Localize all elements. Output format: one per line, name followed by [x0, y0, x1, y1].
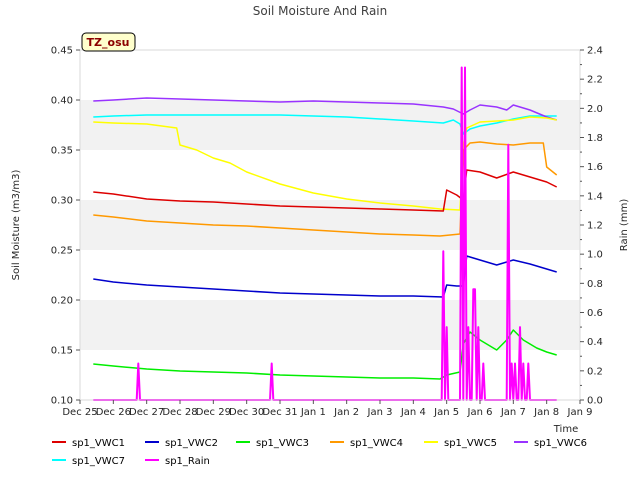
- series-layer: [93, 66, 558, 401]
- y2-tick-label: 0.6: [587, 308, 603, 319]
- legend-label: sp1_VWC3: [256, 438, 309, 449]
- legend-label: sp1_VWC5: [444, 438, 497, 449]
- y-tick-label: 0.10: [51, 396, 73, 407]
- x-tick-label: Jan 1: [300, 407, 326, 418]
- x-tick-label: Jan 2: [333, 407, 359, 418]
- x-tick-label: Jan 7: [500, 407, 526, 418]
- legend-item-sp1-vwc1: sp1_VWC1: [52, 438, 125, 449]
- legend-label: sp1_VWC1: [72, 438, 125, 449]
- series-line-sp1-rain: [93, 66, 557, 401]
- y-tick-label: 0.20: [51, 296, 73, 307]
- y2-tick-label: 2.0: [587, 104, 603, 115]
- legend-item-sp1-vwc6: sp1_VWC6: [514, 438, 587, 449]
- legend-label: sp1_VWC7: [72, 456, 125, 467]
- y-tick-label: 0.25: [51, 246, 73, 257]
- x-tick-label: Dec 30: [229, 407, 264, 418]
- series-line-sp1-vwc3: [93, 329, 557, 380]
- legend-label: sp1_VWC2: [165, 438, 218, 449]
- legend-item-sp1-vwc2: sp1_VWC2: [145, 438, 218, 449]
- y2-tick-label: 1.8: [587, 133, 603, 144]
- y-axis-left: 0.10 0.15 0.20 0.25 0.30 0.35 0.40 0.45: [51, 46, 80, 407]
- legend-label: sp1_VWC6: [534, 438, 587, 449]
- x-axis-title: Time: [553, 424, 578, 435]
- y2-tick-label: 2.4: [587, 46, 603, 57]
- y-axis-title: Soil Moisture (m3/m3): [11, 170, 22, 281]
- y2-tick-label: 0.0: [587, 396, 603, 407]
- x-tick-label: Jan 5: [433, 407, 459, 418]
- legend-item-sp1-vwc7: sp1_VWC7: [52, 456, 125, 467]
- legend-item-sp1-vwc3: sp1_VWC3: [236, 438, 309, 449]
- site-label: TZ_osu: [87, 36, 130, 49]
- grid-bands: [80, 100, 580, 350]
- legend-item-sp1-vwc4: sp1_VWC4: [330, 438, 403, 449]
- series-line-sp1-vwc4: [93, 141, 558, 237]
- y2-tick-label: 0.4: [587, 337, 603, 348]
- x-tick-label: Jan 8: [533, 407, 559, 418]
- x-tick-label: Jan 3: [367, 407, 393, 418]
- x-tick-label: Dec 28: [162, 407, 197, 418]
- y2-tick-label: 2.2: [587, 75, 603, 86]
- y2-axis-title: Rain (mm): [619, 199, 630, 252]
- chart-title: Soil Moisture And Rain: [253, 4, 388, 18]
- x-tick-label: Dec 25: [62, 407, 97, 418]
- legend-item-sp1-vwc5: sp1_VWC5: [424, 438, 497, 449]
- x-tick-label: Jan 9: [567, 407, 593, 418]
- grid-band: [80, 200, 580, 250]
- x-tick-label: Dec 26: [96, 407, 131, 418]
- grid-band: [80, 100, 580, 150]
- series-line-sp1-vwc6: [93, 97, 557, 121]
- x-tick-label: Dec 29: [196, 407, 231, 418]
- legend: sp1_VWC1 sp1_VWC2 sp1_VWC3 sp1_VWC4 sp1_VWC5…: [52, 438, 587, 467]
- x-tick-label: Dec 27: [129, 407, 164, 418]
- y2-tick-label: 1.4: [587, 191, 603, 202]
- x-tick-label: Jan 6: [467, 407, 493, 418]
- series-line-sp1-vwc1: [93, 169, 558, 212]
- y2-tick-label: 1.0: [587, 250, 603, 261]
- series-line-sp1-vwc5: [93, 116, 557, 211]
- y-axis-right: 0.0 0.2 0.4 0.6 0.8 1.0 1.2 1.4 1.6 1.8 2.0 2.2 2.4: [580, 46, 603, 407]
- legend-label: sp1_Rain: [165, 456, 210, 467]
- series-line-sp1-vwc2: [93, 255, 557, 298]
- y2-tick-label: 1.2: [587, 221, 603, 232]
- legend-label: sp1_VWC4: [350, 438, 403, 449]
- site-label-box: TZ_osu: [81, 32, 136, 52]
- y-tick-label: 0.30: [51, 196, 73, 207]
- grid-band: [80, 300, 580, 350]
- y-tick-label: 0.40: [51, 96, 73, 107]
- y-tick-label: 0.45: [51, 46, 73, 57]
- y2-tick-label: 0.8: [587, 279, 603, 290]
- y-tick-label: 0.35: [51, 146, 73, 157]
- y-tick-label: 0.15: [51, 346, 73, 357]
- y2-tick-label: 1.6: [587, 162, 603, 173]
- legend-item-sp1-rain: sp1_Rain: [145, 456, 210, 467]
- x-tick-label: Jan 4: [400, 407, 426, 418]
- x-tick-label: Dec 31: [262, 407, 297, 418]
- y2-tick-label: 0.2: [587, 366, 603, 377]
